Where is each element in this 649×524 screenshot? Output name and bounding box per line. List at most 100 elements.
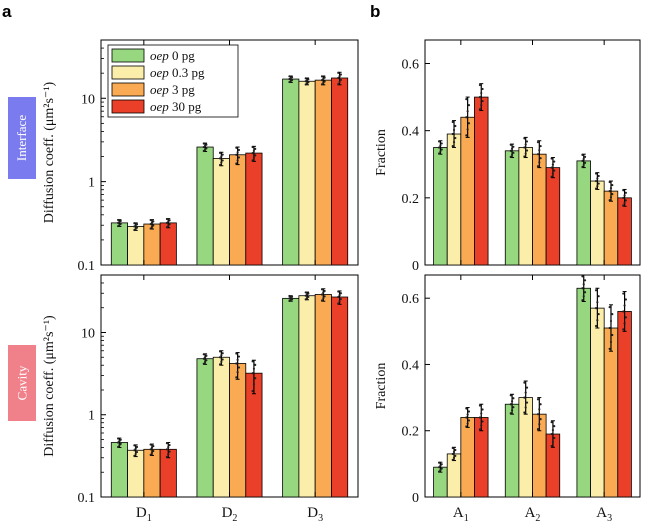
- sample-dot: [553, 424, 556, 428]
- sample-dot: [509, 403, 512, 406]
- sample-dot: [202, 149, 205, 153]
- sample-dot: [237, 366, 241, 369]
- sample-dot: [133, 449, 136, 452]
- sample-dot: [254, 147, 257, 150]
- sample-dot: [337, 76, 340, 80]
- sample-dot: [622, 292, 625, 295]
- legend-entry: oep 0 pg: [150, 48, 195, 63]
- bar-D2-s3: [245, 152, 263, 266]
- sample-dot: [509, 149, 512, 152]
- y-tick-label: 0.2: [402, 425, 420, 440]
- sample-dot: [165, 226, 169, 229]
- sample-dot: [451, 458, 454, 461]
- sample-dot: [254, 154, 257, 157]
- sample-dot: [205, 143, 208, 146]
- sample-dot: [609, 340, 613, 344]
- sample-dot: [117, 445, 120, 449]
- bar-A3-s1: [590, 307, 605, 498]
- sample-dot: [338, 293, 341, 297]
- sample-dot: [523, 411, 526, 414]
- sample-dot: [583, 155, 587, 158]
- bar-A1-s3: [474, 96, 489, 266]
- sample-dot: [339, 292, 342, 295]
- sample-dot: [290, 76, 294, 79]
- x-tick-label: D1: [136, 505, 152, 524]
- sample-dot: [338, 75, 341, 78]
- sample-dot: [523, 396, 526, 399]
- sample-dot: [466, 422, 469, 425]
- sample-dot: [550, 421, 553, 424]
- sample-dot: [467, 122, 471, 125]
- bar-D1-s2: [143, 448, 161, 498]
- sample-dot: [221, 153, 224, 156]
- sample-dot: [480, 412, 483, 415]
- sample-dot: [323, 289, 326, 293]
- sample-dot: [165, 217, 169, 221]
- sample-dot: [478, 95, 482, 99]
- bar-D1-s0: [110, 442, 128, 498]
- sample-dot: [583, 291, 587, 294]
- sample-dot: [135, 223, 139, 226]
- sample-dot: [221, 352, 224, 355]
- sample-dot: [481, 87, 484, 91]
- sample-dot: [478, 83, 482, 87]
- sample-dot: [322, 81, 325, 84]
- sample-dot: [550, 166, 553, 169]
- sample-dot: [135, 450, 139, 454]
- sample-dot: [338, 300, 341, 303]
- sample-dot: [218, 356, 222, 359]
- sample-dot: [608, 326, 611, 330]
- sample-dot: [451, 446, 454, 450]
- sample-dot: [320, 83, 324, 86]
- sample-dot: [167, 453, 170, 456]
- sample-dot: [611, 312, 614, 316]
- sample-dot: [337, 290, 340, 293]
- panel-label-b: b: [370, 2, 381, 21]
- sample-dot: [149, 222, 152, 226]
- sample-dot: [252, 367, 256, 370]
- sample-dot: [202, 353, 205, 356]
- sample-dot: [611, 183, 614, 187]
- bar-D3-s1: [298, 295, 316, 498]
- sample-dot: [134, 447, 137, 450]
- y-tick-label: 10: [81, 326, 95, 341]
- sample-dot: [117, 437, 120, 440]
- sample-dot: [465, 116, 468, 119]
- sample-dot: [512, 145, 515, 148]
- sample-dot: [509, 412, 512, 415]
- sample-dot: [611, 193, 614, 196]
- row-tag-interface: Interface: [8, 97, 36, 179]
- sample-dot: [438, 461, 441, 464]
- sample-dot: [551, 172, 555, 175]
- sample-dot: [236, 370, 239, 374]
- sample-dot: [524, 391, 527, 394]
- sample-dot: [581, 165, 584, 169]
- sample-dot: [478, 428, 482, 431]
- sample-dot: [465, 407, 468, 410]
- panel-label-a: a: [2, 2, 12, 21]
- bar-A3-s1: [590, 180, 605, 266]
- sample-dot: [237, 148, 241, 152]
- sample-dot: [251, 145, 254, 149]
- sample-dot: [622, 196, 625, 199]
- legend-entry: oep 30 pg: [150, 99, 202, 114]
- sample-dot: [254, 363, 257, 366]
- x-tick-label: A2: [525, 505, 541, 524]
- sample-dot: [251, 151, 254, 155]
- sample-dot: [288, 294, 291, 298]
- sample-dot: [510, 409, 514, 412]
- sample-dot: [583, 161, 587, 165]
- x-tick-label: D3: [307, 505, 323, 524]
- sample-dot: [608, 190, 611, 193]
- sample-dot: [539, 403, 542, 406]
- bar-A3-s2: [603, 327, 619, 498]
- x-tick-label: A3: [596, 505, 612, 524]
- sample-dot: [438, 146, 441, 149]
- y-axis-label: Fraction: [374, 363, 389, 410]
- sample-dot: [251, 360, 254, 363]
- sample-dot: [236, 151, 239, 154]
- sample-dot: [525, 149, 529, 152]
- sample-dot: [594, 179, 598, 183]
- sample-dot: [218, 363, 222, 366]
- sample-dot: [551, 440, 555, 444]
